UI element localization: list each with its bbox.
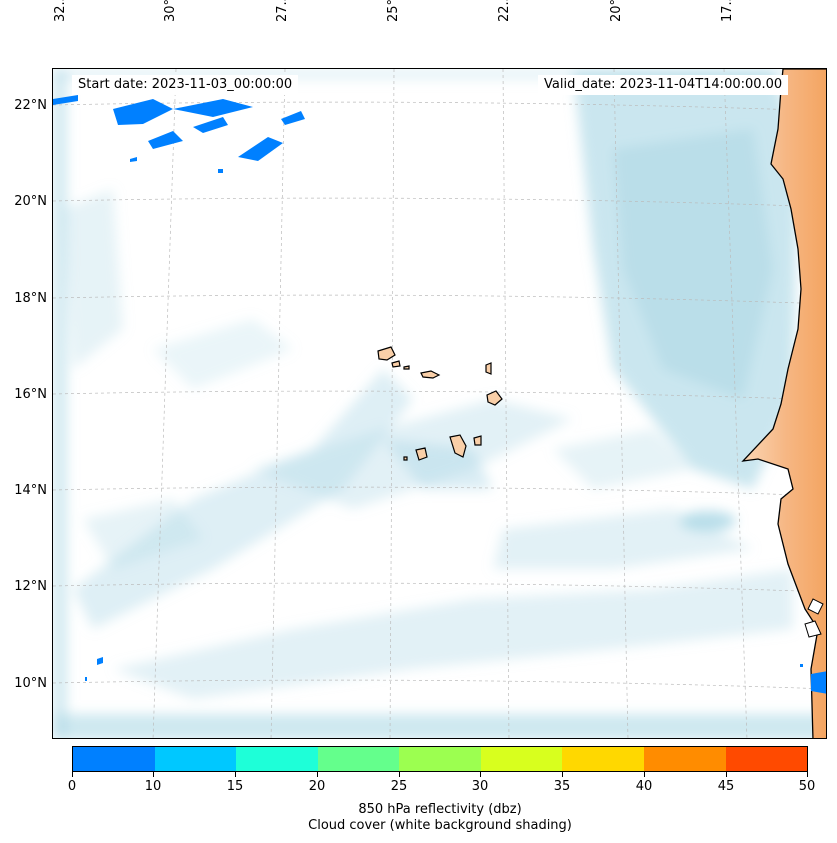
lon-label-30w: 30°W [163,0,178,22]
africa-coast-land [741,69,826,738]
lat-label-18n: 18°N [14,291,47,306]
colorbar-label: 850 hPa reflectivity (dbz) [358,802,522,817]
valid-date-label: Valid_date: 2023-11-04T14:00:00.00 [538,75,789,95]
colorbar-tick [644,772,645,777]
lon-label-32-5w: 32.5°W [53,0,68,22]
map-canvas [53,69,826,738]
colorbar-tick [726,772,727,777]
colorbar-tick [807,772,808,777]
lat-label-20n: 20°N [14,194,47,209]
colorbar-segment [643,747,726,771]
colorbar-tick [153,772,154,777]
colorbar-sublabel: Cloud cover (white background shading) [308,818,572,833]
colorbar-tick-label: 25 [390,779,408,794]
colorbar-tick [235,772,236,777]
lat-label-14n: 14°N [14,483,47,498]
graticule [53,69,826,738]
cloud-cover-layer [53,69,826,738]
colorbar-tick [72,772,73,777]
colorbar-tick-label: 45 [717,779,735,794]
colorbar-segment [725,747,808,771]
colorbar-tick [562,772,563,777]
colorbar-segment [399,747,481,771]
colorbar-segment [317,747,400,771]
map-panel [52,68,827,739]
reflectivity-patches [53,95,826,694]
lat-label-16n: 16°N [14,387,47,402]
colorbar-segment [562,747,644,771]
colorbar-tick-label: 15 [226,779,244,794]
colorbar-tick [480,772,481,777]
lon-label-17-5w: 17.5°W [720,0,735,22]
cape-verde-islands [377,346,503,461]
lat-label-12n: 12°N [14,579,47,594]
colorbar-tick [317,772,318,777]
start-date-label: Start date: 2023-11-03_00:00:00 [72,75,299,95]
colorbar-tick-label: 30 [471,779,489,794]
colorbar-segment [236,747,318,771]
lat-label-22n: 22°N [14,98,47,113]
lon-label-20w: 20°W [609,0,624,22]
colorbar-tick [399,772,400,777]
colorbar-tick-label: 10 [144,779,162,794]
colorbar-tick-label: 35 [553,779,571,794]
lon-label-27-5w: 27.5°W [275,0,290,22]
colorbar-segment [154,747,237,771]
colorbar-tick-label: 0 [67,779,77,794]
lat-label-10n: 10°N [14,676,47,691]
colorbar-tick-label: 50 [798,779,816,794]
colorbar-tick-label: 40 [635,779,653,794]
lon-label-25w: 25°W [386,0,401,22]
coast-inlet [807,598,824,615]
colorbar [72,746,808,772]
colorbar-tick-label: 20 [308,779,326,794]
bissagos-islands [804,620,822,638]
colorbar-segment [480,747,563,771]
lon-label-22-5w: 22.5°W [497,0,512,22]
colorbar-segment [73,747,155,771]
